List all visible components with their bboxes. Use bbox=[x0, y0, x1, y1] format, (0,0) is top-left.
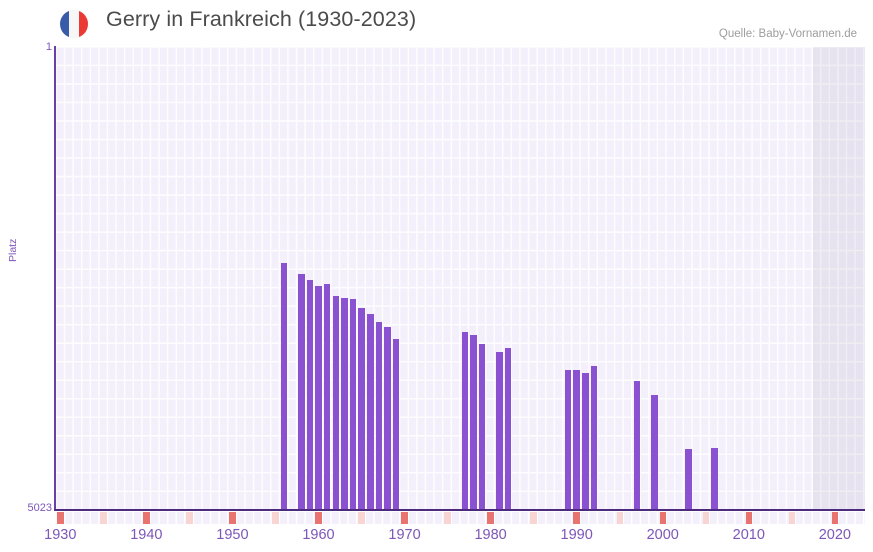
bar[interactable] bbox=[461, 331, 469, 510]
tick-strip-cell bbox=[143, 512, 150, 524]
tick-strip-cell bbox=[315, 512, 322, 524]
decade-tick-strip bbox=[56, 512, 865, 524]
bar[interactable] bbox=[280, 262, 288, 510]
bar[interactable] bbox=[573, 370, 581, 510]
y-axis-line bbox=[54, 46, 57, 511]
page-title: Gerry in Frankreich (1930-2023) bbox=[106, 7, 417, 31]
x-axis-tick-label: 1940 bbox=[130, 527, 163, 543]
tick-strip-grid bbox=[56, 512, 865, 524]
bar[interactable] bbox=[306, 279, 314, 510]
x-axis-tick-labels: 1930 1940 1950 1960 1970 1980 1990 2000 2010 2020 bbox=[0, 527, 873, 549]
x-axis-tick-label: 2000 bbox=[646, 527, 679, 543]
tick-strip-cell bbox=[745, 512, 753, 524]
tick-strip-cell bbox=[444, 512, 451, 524]
x-axis-tick-label: 1970 bbox=[388, 527, 421, 543]
tick-strip-cell bbox=[186, 512, 193, 524]
bar[interactable] bbox=[366, 313, 374, 510]
tick-strip-cell bbox=[229, 512, 236, 524]
plot-area bbox=[56, 47, 865, 510]
bar[interactable] bbox=[323, 284, 331, 510]
tick-strip-cell bbox=[487, 512, 494, 524]
tick-strip-cell bbox=[530, 512, 538, 524]
flag-stripe-blue bbox=[60, 10, 70, 38]
tick-strip-cell bbox=[401, 512, 408, 524]
x-axis-line bbox=[54, 509, 865, 512]
bar[interactable] bbox=[496, 352, 503, 510]
tick-strip-cell bbox=[616, 512, 624, 524]
tick-strip-cell bbox=[702, 512, 710, 524]
bar[interactable] bbox=[358, 307, 365, 510]
bar[interactable] bbox=[478, 343, 486, 510]
bar[interactable] bbox=[298, 274, 305, 510]
grid-lines bbox=[56, 47, 865, 510]
tick-strip-cell bbox=[788, 512, 796, 524]
chart-header: Gerry in Frankreich (1930-2023) Quelle: … bbox=[0, 0, 873, 46]
x-axis-tick-label: 1980 bbox=[474, 527, 507, 543]
tick-strip-cell bbox=[57, 512, 64, 524]
y-axis-title: Platz bbox=[7, 238, 19, 262]
bar[interactable] bbox=[392, 338, 400, 510]
x-axis-tick-label: 2020 bbox=[818, 527, 852, 543]
tick-strip-cell bbox=[573, 512, 581, 524]
france-flag-icon bbox=[60, 10, 88, 38]
x-axis-tick-label: 1990 bbox=[560, 527, 593, 543]
tick-strip-cell bbox=[358, 512, 365, 524]
bar[interactable] bbox=[711, 447, 718, 510]
bar-series bbox=[56, 47, 865, 510]
bar[interactable] bbox=[315, 285, 322, 510]
x-axis-tick-label: 1960 bbox=[302, 527, 335, 543]
bar[interactable] bbox=[504, 348, 512, 510]
x-axis-tick-label: 1930 bbox=[44, 527, 77, 543]
bar[interactable] bbox=[384, 327, 391, 510]
bar[interactable] bbox=[564, 370, 572, 510]
bar[interactable] bbox=[590, 366, 598, 510]
bar[interactable] bbox=[341, 297, 348, 510]
bar[interactable] bbox=[349, 298, 357, 510]
x-axis-tick-label: 2010 bbox=[732, 527, 765, 543]
shaded-year-range bbox=[813, 47, 865, 510]
source-attribution: Quelle: Baby-Vornamen.de bbox=[718, 28, 857, 40]
bar[interactable] bbox=[332, 296, 340, 510]
bar[interactable] bbox=[685, 449, 692, 510]
x-axis-tick-label: 1950 bbox=[216, 527, 249, 543]
bar[interactable] bbox=[375, 322, 383, 510]
bar[interactable] bbox=[470, 335, 477, 510]
y-axis-tick-bottom: 5023 bbox=[27, 502, 52, 514]
bar[interactable] bbox=[582, 373, 589, 510]
flag-stripe-red bbox=[78, 10, 88, 38]
tick-strip-cell bbox=[100, 512, 107, 524]
tick-strip-cell bbox=[659, 512, 667, 524]
tick-strip-cell bbox=[272, 512, 279, 524]
bar[interactable] bbox=[650, 394, 658, 510]
flag-stripe-white bbox=[69, 10, 79, 38]
tick-strip-cell bbox=[831, 512, 839, 524]
bar[interactable] bbox=[633, 381, 641, 510]
y-axis-tick-top: 1 bbox=[45, 41, 52, 53]
